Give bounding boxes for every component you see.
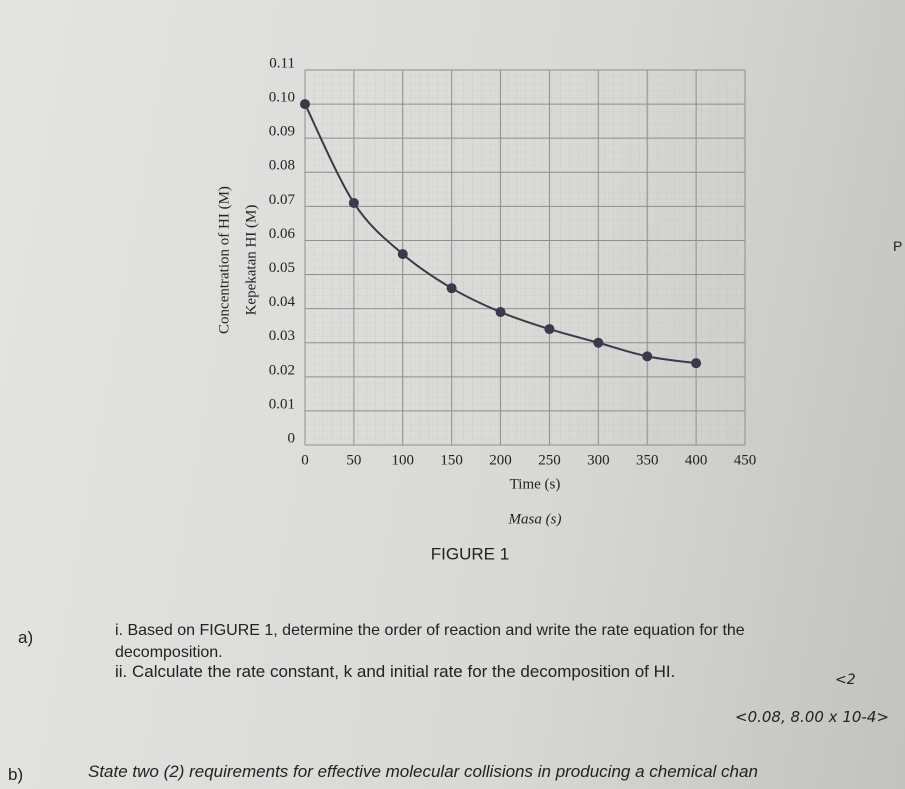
data-point xyxy=(495,307,506,318)
x-tick-label: 50 xyxy=(346,452,361,468)
x-tick-label: 150 xyxy=(440,452,463,468)
data-point xyxy=(544,324,555,335)
x-tick-label: 350 xyxy=(636,452,659,468)
x-tick-label: 300 xyxy=(587,452,610,468)
y-tick-label: 0.02 xyxy=(269,362,295,378)
y-tick-label: 0.05 xyxy=(269,260,295,276)
y-tick-label: 0.07 xyxy=(269,192,296,208)
y-axis-title: Concentration of HI (M) xyxy=(216,186,232,334)
data-point xyxy=(348,197,359,208)
x-axis-title: Masa (s) xyxy=(508,511,562,527)
question-text: i. Based on FIGURE 1, determine the orde… xyxy=(115,622,745,661)
figure-caption: FIGURE 1 xyxy=(431,544,509,563)
y-tick-label: 0.03 xyxy=(269,328,295,344)
y-tick-label: 0 xyxy=(288,430,296,446)
question-text: State two (2) requirements for effective… xyxy=(88,762,758,781)
x-tick-label: 100 xyxy=(392,452,415,468)
handwritten-note: <0.08, 8.00 x 10-4> xyxy=(735,708,889,726)
data-point xyxy=(593,337,604,348)
y-axis-title: Kepekatan HI (M) xyxy=(243,205,259,316)
y-tick-label: 0.11 xyxy=(269,55,295,71)
data-point xyxy=(397,249,408,260)
x-tick-label: 0 xyxy=(301,452,309,468)
data-point xyxy=(446,283,457,294)
x-tick-label: 450 xyxy=(734,452,757,468)
margin-text: P xyxy=(893,238,903,254)
chart: Concentration of HI (M) Kepekatan HI (M)… xyxy=(216,55,757,563)
x-tick-label: 400 xyxy=(685,452,708,468)
data-point xyxy=(691,358,702,369)
minor-grid xyxy=(305,70,745,445)
y-tick-label: 0.04 xyxy=(269,294,296,310)
handwritten-note: <2 xyxy=(835,672,856,688)
y-tick-label: 0.10 xyxy=(269,90,295,106)
data-point xyxy=(642,351,653,362)
y-tick-label: 0.01 xyxy=(269,396,295,412)
data-point xyxy=(300,99,310,110)
x-tick-label: 250 xyxy=(538,452,561,468)
y-tick-label: 0.06 xyxy=(269,226,296,242)
question-label: a) xyxy=(18,628,34,647)
y-tick-label: 0.08 xyxy=(269,158,295,174)
x-tick-label: 200 xyxy=(489,452,512,468)
y-tick-label: 0.09 xyxy=(269,124,295,140)
x-axis-title: Time (s) xyxy=(510,476,561,492)
question-text: ii. Calculate the rate constant, k and i… xyxy=(115,662,676,681)
question-label: b) xyxy=(8,765,24,784)
